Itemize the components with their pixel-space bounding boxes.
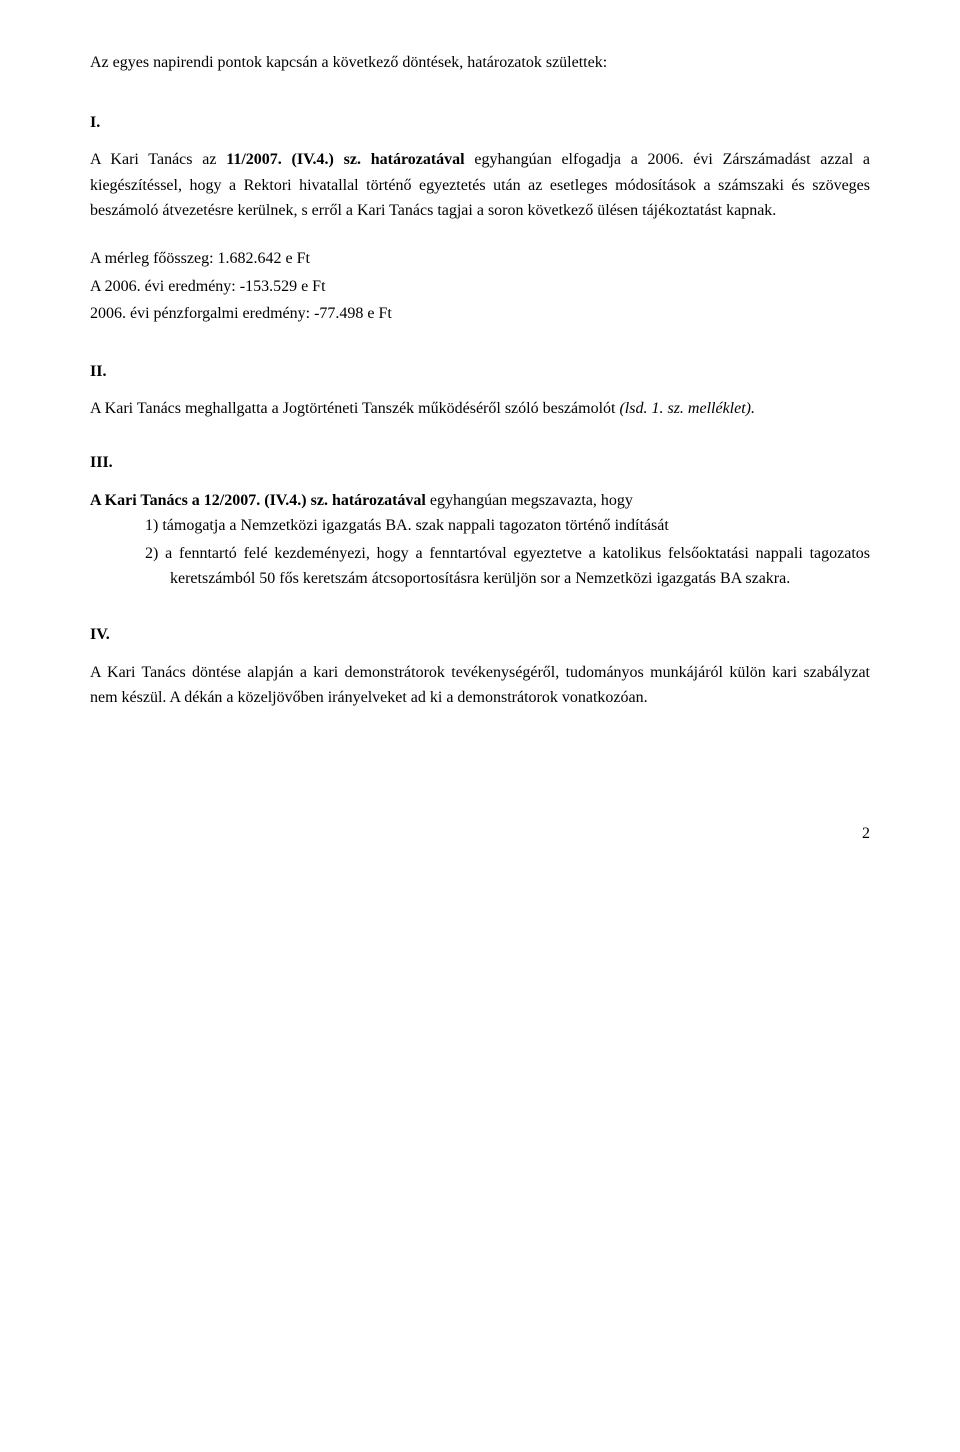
section-1-bold: 11/2007. (IV.4.) sz. határozatával (226, 151, 464, 168)
financial-line-3: 2006. évi pénzforgalmi eredmény: -77.498… (90, 301, 870, 327)
section-2-marker: II. (90, 359, 870, 385)
section-3-paragraph: A Kari Tanács a 12/2007. (IV.4.) sz. hat… (90, 488, 870, 514)
financial-line-1: A mérleg főösszeg: 1.682.642 e Ft (90, 246, 870, 272)
section-1-pre: A Kari Tanács az (90, 151, 226, 168)
section-4-marker: IV. (90, 622, 870, 648)
list-item: 1) támogatja a Nemzetközi igazgatás BA. … (145, 513, 870, 539)
section-1-marker: I. (90, 110, 870, 136)
section-3-marker: III. (90, 450, 870, 476)
section-2-paragraph: A Kari Tanács meghallgatta a Jogtörténet… (90, 396, 870, 422)
section-1-financials: A mérleg főösszeg: 1.682.642 e Ft A 2006… (90, 246, 870, 327)
section-1-paragraph: A Kari Tanács az 11/2007. (IV.4.) sz. ha… (90, 147, 870, 224)
section-4-paragraph: A Kari Tanács döntése alapján a kari dem… (90, 660, 870, 711)
section-3-post: egyhangúan megszavazta, hogy (426, 492, 633, 509)
page-number: 2 (90, 821, 870, 847)
list-item: 2) a fenntartó felé kezdeményezi, hogy a… (145, 541, 870, 592)
intro-text: Az egyes napirendi pontok kapcsán a köve… (90, 50, 870, 76)
section-2-pre: A Kari Tanács meghallgatta a Jogtörténet… (90, 400, 619, 417)
financial-line-2: A 2006. évi eredmény: -153.529 e Ft (90, 274, 870, 300)
section-3-list: 1) támogatja a Nemzetközi igazgatás BA. … (90, 513, 870, 592)
section-2-italic: (lsd. 1. sz. melléklet). (619, 400, 755, 417)
section-3-bold: A Kari Tanács a 12/2007. (IV.4.) sz. hat… (90, 492, 426, 509)
